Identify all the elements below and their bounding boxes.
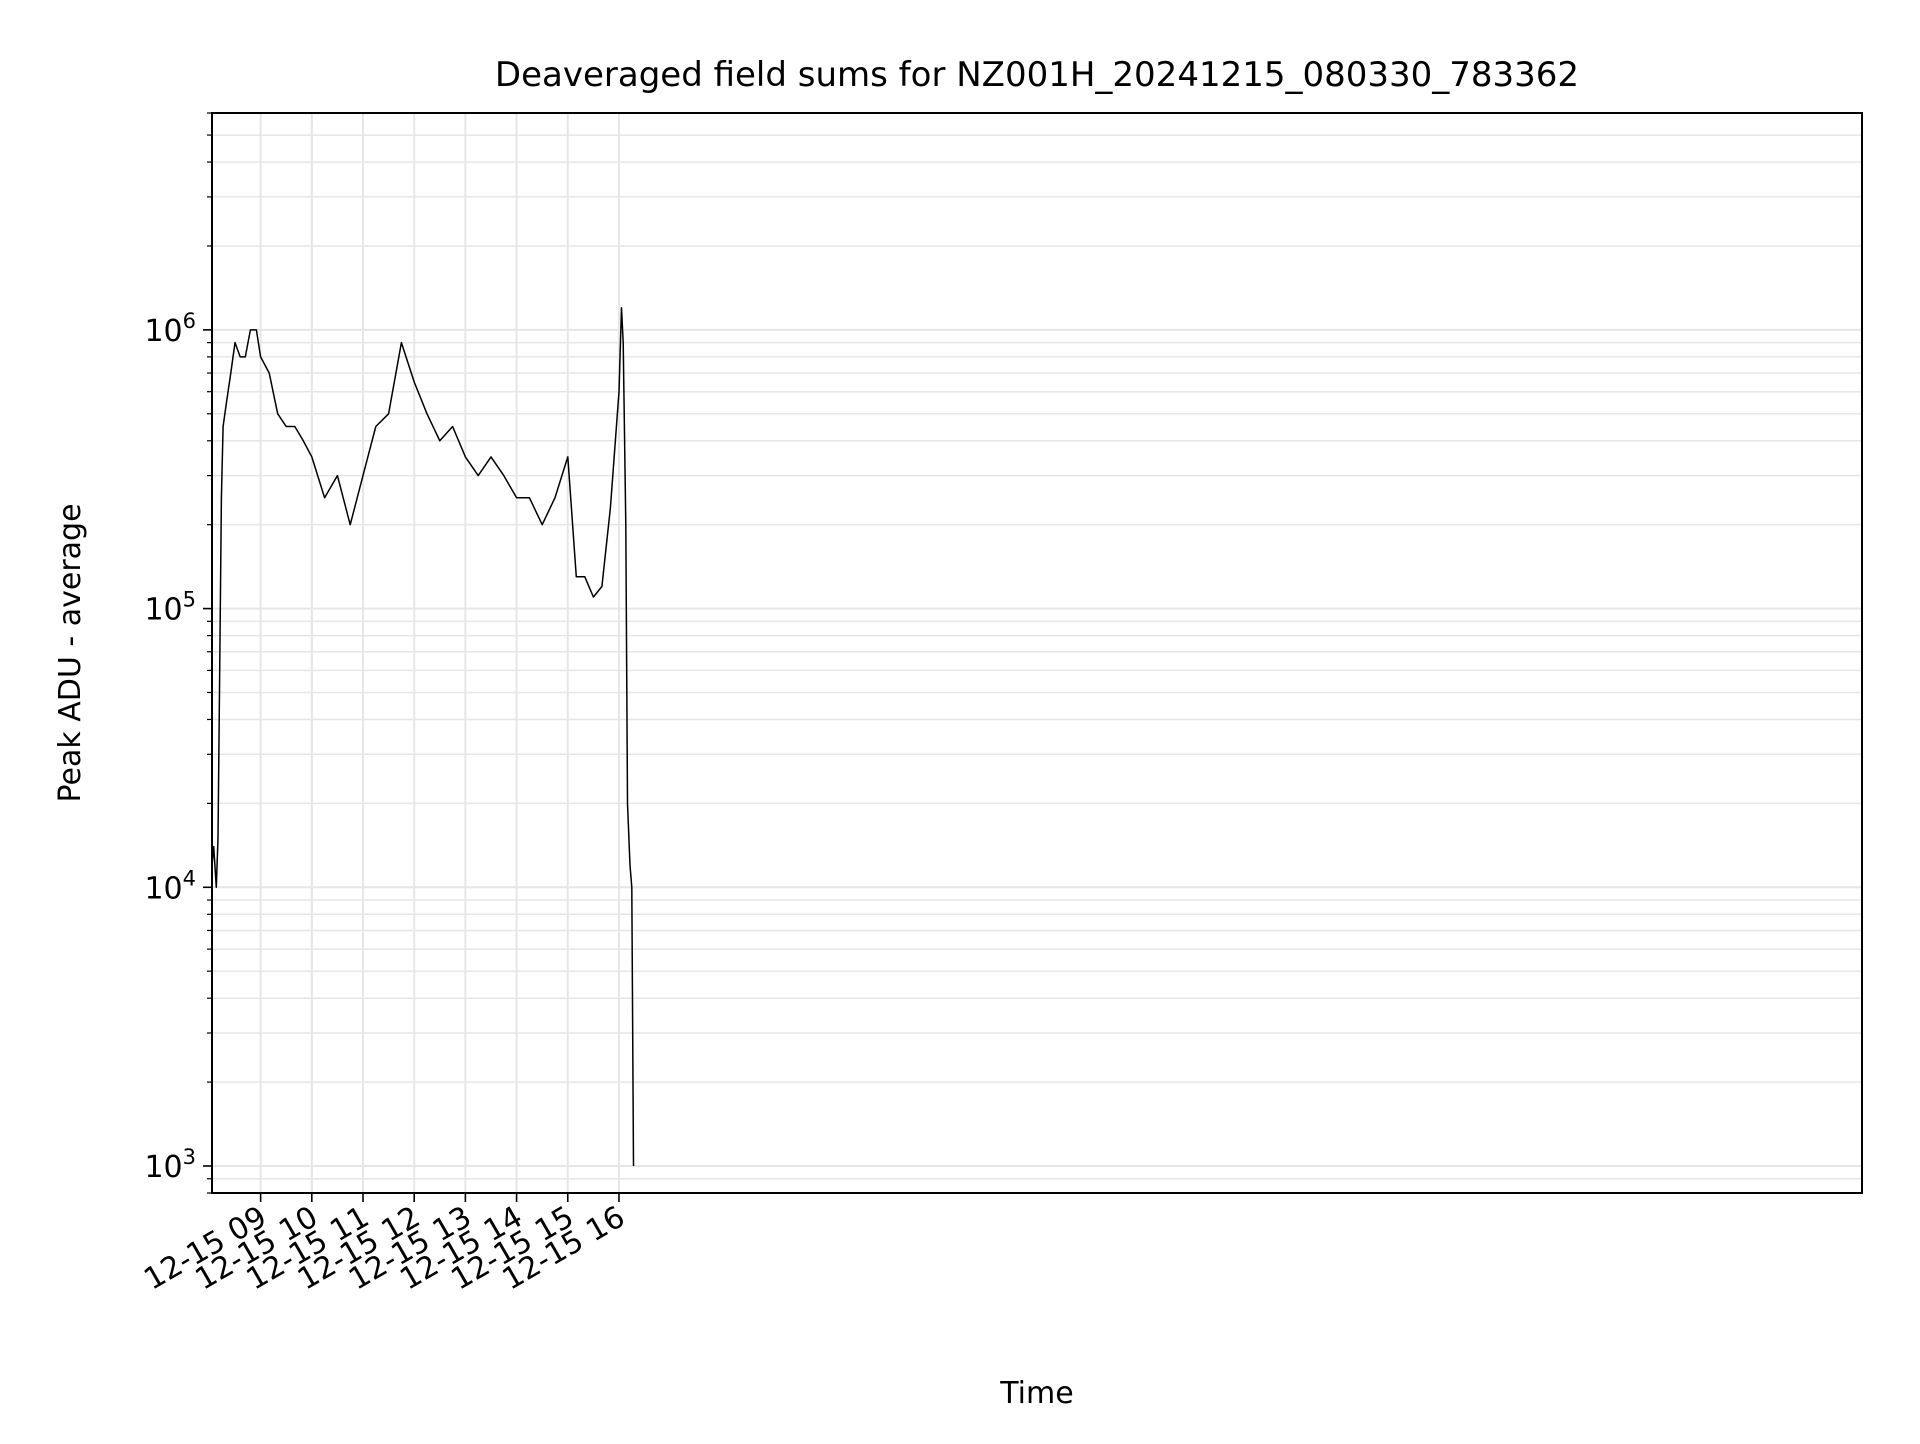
y-tick-label: 103 — [144, 1145, 196, 1185]
chart-title: Deaveraged field sums for NZ001H_2024121… — [495, 55, 1579, 95]
y-tick-label: 106 — [144, 309, 196, 349]
series-line — [211, 307, 635, 1167]
grid — [212, 112, 1862, 1194]
y-tick-label: 105 — [144, 588, 196, 628]
y-tick-label: 104 — [144, 866, 196, 906]
data-layer — [211, 307, 635, 1167]
x-axis-label: Time — [999, 1376, 1073, 1411]
y-axis-label: Peak ADU - average — [53, 503, 88, 802]
plot-area-frame — [211, 112, 1863, 1194]
